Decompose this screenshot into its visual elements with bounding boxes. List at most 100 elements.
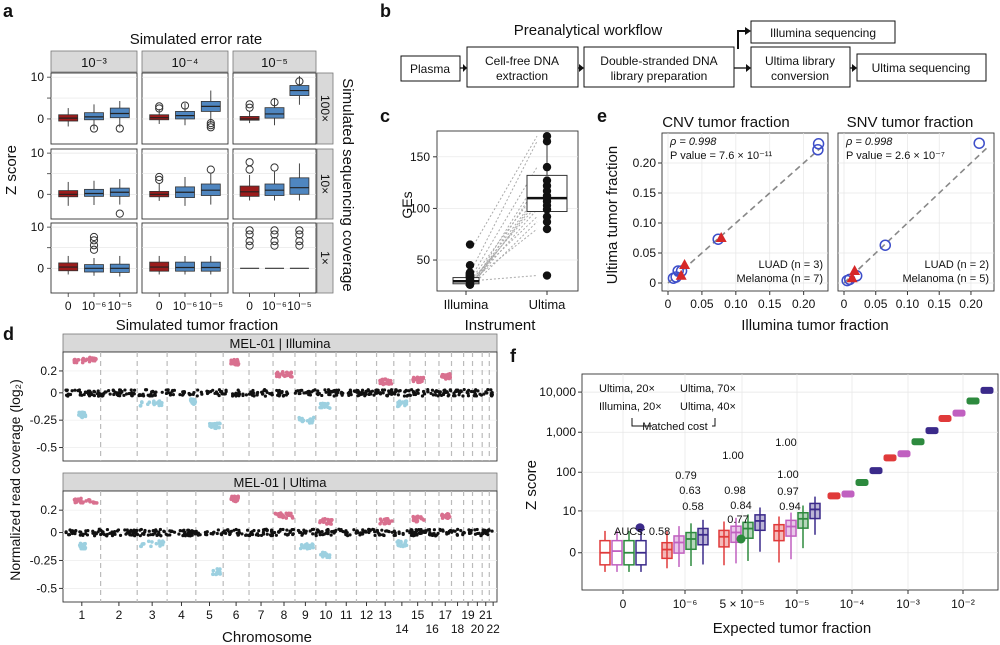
coverage-gain-point bbox=[411, 378, 416, 383]
panel-label-e: e bbox=[597, 106, 607, 126]
coverage-point bbox=[481, 531, 485, 535]
step-library-prep: Double-stranded DNA library preparation bbox=[600, 54, 717, 83]
box-outlier bbox=[270, 230, 279, 239]
coverage-point bbox=[426, 390, 430, 394]
ytick-label: 0.2 bbox=[40, 364, 57, 378]
ytick-label: 0 bbox=[50, 386, 57, 400]
coverage-point bbox=[178, 529, 182, 533]
xtick-label: Illumina bbox=[444, 297, 490, 312]
box-outlier bbox=[245, 226, 254, 235]
coverage-point bbox=[270, 391, 274, 395]
panel-c-ge-plot: GEs Instrument N = 15 matched cell-freeD… bbox=[399, 130, 579, 334]
coverage-point bbox=[462, 387, 466, 392]
coverage-point bbox=[125, 528, 129, 532]
box-outlier bbox=[155, 102, 164, 111]
box-outlier bbox=[295, 77, 304, 86]
box bbox=[925, 427, 939, 435]
panel-a-xlabel: Simulated tumor fraction bbox=[116, 317, 279, 334]
coverage-point bbox=[216, 392, 220, 396]
identity-line bbox=[667, 145, 824, 284]
coverage-point bbox=[302, 391, 306, 395]
coverage-point bbox=[234, 527, 238, 532]
coverage-point bbox=[244, 393, 248, 397]
coverage-gain-point bbox=[444, 373, 448, 377]
coverage-point bbox=[93, 390, 97, 394]
box bbox=[980, 386, 994, 394]
coverage-point bbox=[138, 534, 142, 538]
box-outlier bbox=[245, 237, 254, 246]
point-melanoma bbox=[879, 239, 892, 251]
coverage-point bbox=[344, 529, 348, 533]
ytick-label: 0.15 bbox=[633, 186, 657, 200]
coverage-loss-point bbox=[151, 401, 156, 406]
coverage-point bbox=[125, 531, 129, 535]
coverage-point bbox=[181, 529, 185, 533]
chromosome-label: 18 bbox=[451, 622, 465, 636]
point-illumina bbox=[465, 260, 475, 270]
xtick-label: 10⁻⁶ bbox=[262, 299, 287, 313]
coverage-gain-point bbox=[84, 499, 88, 503]
panel-a-boxplots: Simulated error rate Z score Simulated t… bbox=[3, 31, 356, 334]
point-illumina bbox=[465, 240, 475, 249]
pair-line bbox=[473, 195, 538, 280]
coverage-point bbox=[143, 530, 147, 534]
coverage-point bbox=[320, 393, 324, 398]
coverage-point bbox=[237, 390, 241, 394]
coverage-point bbox=[65, 389, 69, 393]
ytick-label: 0 bbox=[50, 526, 57, 540]
coverage-point bbox=[237, 394, 241, 398]
coverage-point bbox=[451, 394, 456, 398]
xtick-label: 0.05 bbox=[690, 297, 714, 311]
coverage-point bbox=[200, 392, 204, 396]
panel-e-xlabel: Illumina tumor fraction bbox=[741, 317, 889, 334]
facet-strip-label: MEL-01 | Illumina bbox=[230, 336, 332, 351]
step-illumina-seq: Illumina sequencing bbox=[770, 26, 876, 40]
chromosome-label: 20 bbox=[471, 622, 485, 636]
box-outlier bbox=[270, 98, 279, 107]
box bbox=[109, 107, 130, 119]
box bbox=[730, 525, 742, 544]
box-outlier bbox=[206, 165, 215, 174]
coverage-point bbox=[387, 530, 391, 534]
coverage-point bbox=[216, 528, 220, 532]
coverage-point bbox=[298, 391, 302, 396]
step-illumina-seq-box bbox=[750, 20, 896, 44]
coverage-point bbox=[308, 529, 312, 533]
coverage-point bbox=[490, 529, 494, 533]
box bbox=[938, 414, 952, 422]
box bbox=[175, 261, 195, 272]
box bbox=[239, 116, 260, 121]
coverage-gain-point bbox=[289, 511, 293, 516]
coverage-point bbox=[64, 530, 68, 534]
coverage-point bbox=[205, 533, 209, 537]
ytick-label: 100 bbox=[410, 201, 430, 215]
pair-line bbox=[473, 166, 538, 273]
ytick-label: 100 bbox=[556, 465, 576, 479]
box-outlier bbox=[89, 245, 99, 254]
coverage-loss-point bbox=[218, 567, 222, 571]
coverage-gain-point bbox=[446, 515, 451, 520]
ytick-label: 10 bbox=[563, 504, 577, 518]
coverage-gain-point bbox=[411, 514, 416, 519]
coverage-point bbox=[364, 392, 368, 396]
coverage-point bbox=[162, 530, 166, 534]
box bbox=[897, 450, 911, 458]
coverage-point bbox=[456, 388, 460, 392]
coverage-point bbox=[67, 393, 71, 397]
point-luad bbox=[849, 265, 861, 275]
coverage-loss-point bbox=[208, 424, 212, 428]
coverage-point bbox=[476, 531, 480, 536]
coverage-point bbox=[372, 393, 376, 397]
coverage-point bbox=[416, 391, 420, 395]
chromosome-label: 8 bbox=[281, 608, 288, 622]
coverage-gain-point bbox=[87, 359, 92, 364]
coverage-point bbox=[356, 394, 360, 398]
panel-a-ylabel: Z score bbox=[3, 145, 20, 195]
xtick-label: 10⁻⁵ bbox=[287, 299, 312, 313]
coverage-point bbox=[330, 390, 335, 394]
coverage-point bbox=[160, 390, 164, 394]
coverage-loss-point bbox=[303, 543, 308, 547]
coverage-point bbox=[226, 528, 230, 532]
coverage-point bbox=[433, 390, 437, 394]
coverage-point bbox=[370, 389, 375, 393]
